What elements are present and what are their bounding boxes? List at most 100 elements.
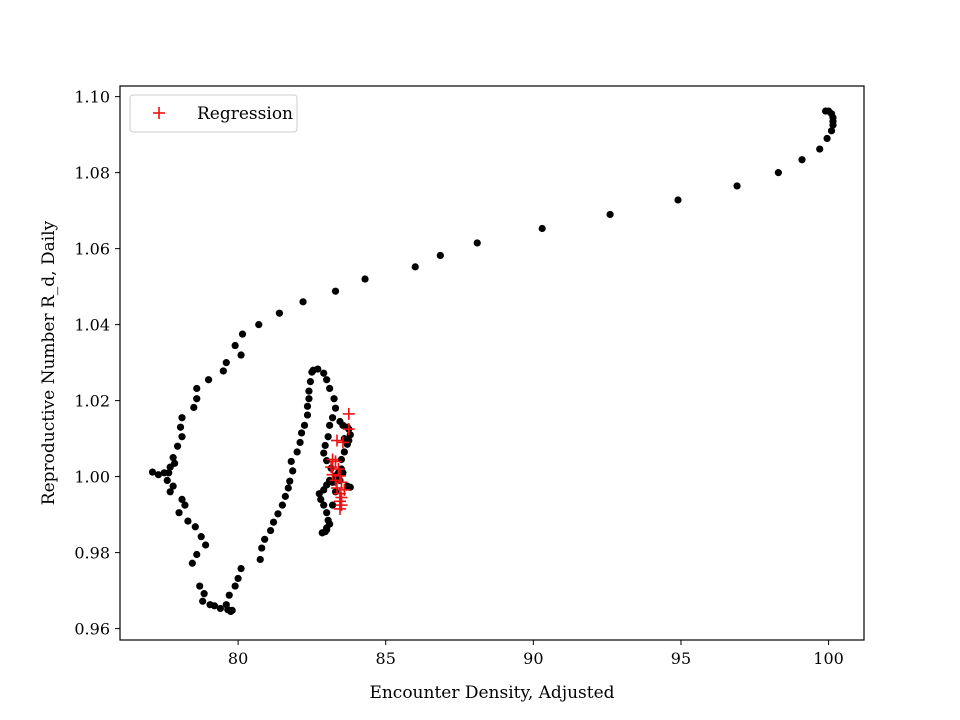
data-point — [255, 321, 263, 329]
y-tick-label: 0.98 — [74, 544, 110, 563]
data-point — [674, 196, 682, 204]
y-tick-label: 1.02 — [74, 392, 110, 411]
x-tick-label: 80 — [228, 649, 248, 668]
plot-frame — [119, 85, 865, 641]
data-point — [204, 376, 213, 384]
data-point — [323, 376, 331, 384]
data-point — [281, 492, 289, 500]
data-point — [436, 251, 444, 260]
regression-point — [325, 461, 338, 474]
y-tick-label: 1.08 — [74, 164, 110, 183]
data-point — [336, 417, 344, 426]
y-tick-label: 1.06 — [74, 240, 110, 259]
data-point — [323, 457, 331, 465]
x-tick-label: 85 — [376, 649, 396, 668]
series-regression-points — [325, 407, 355, 515]
data-point — [331, 404, 340, 412]
data-point — [178, 433, 186, 441]
data-point — [258, 544, 266, 552]
data-point — [227, 607, 235, 616]
y-tick-label: 1.04 — [74, 316, 110, 335]
y-tick-label: 1.00 — [74, 468, 110, 487]
data-point — [823, 134, 831, 143]
x-tick-label: 90 — [523, 649, 543, 668]
x-axis-ticks: 80 85 90 95 100 — [228, 640, 844, 668]
legend-label-regression: Regression — [197, 104, 293, 124]
data-point — [178, 414, 186, 422]
regression-point — [331, 482, 343, 495]
data-point — [163, 476, 171, 485]
data-point — [234, 574, 242, 583]
data-point — [190, 403, 198, 412]
legend-marker-regression — [153, 107, 165, 119]
data-point — [299, 298, 307, 306]
data-point — [222, 359, 230, 367]
data-point — [237, 564, 245, 573]
data-point — [148, 468, 157, 476]
data-point — [238, 330, 247, 338]
data-point — [166, 463, 174, 471]
regression-point — [332, 463, 345, 476]
data-point — [326, 520, 334, 528]
data-point — [176, 423, 185, 431]
x-tick-label: 95 — [671, 649, 691, 668]
data-point — [303, 411, 312, 419]
data-point — [275, 309, 284, 317]
data-point — [297, 429, 306, 437]
data-point — [320, 449, 328, 457]
data-point — [197, 533, 205, 541]
data-point — [328, 414, 337, 422]
data-point — [160, 469, 168, 477]
regression-point — [336, 436, 349, 449]
y-axis-label: Reproductive Number R_d, Daily — [39, 220, 59, 505]
y-tick-label: 0.96 — [74, 620, 110, 639]
data-point — [339, 469, 347, 477]
data-point — [827, 127, 836, 135]
data-point — [286, 477, 294, 485]
y-axis-ticks: 0.96 0.98 1.00 1.02 1.04 1.06 1.08 1.10 — [74, 88, 120, 639]
data-point — [323, 526, 331, 534]
data-point — [606, 210, 614, 219]
data-point — [175, 509, 183, 517]
data-point — [193, 384, 201, 393]
data-point — [320, 501, 328, 509]
legend-box — [129, 94, 298, 133]
data-point — [266, 526, 275, 535]
data-point — [199, 597, 207, 605]
data-point — [154, 471, 162, 479]
data-point — [321, 441, 329, 450]
x-axis-label: Encounter Density, Adjusted — [369, 683, 614, 703]
data-point — [178, 495, 186, 504]
data-point — [231, 341, 239, 350]
data-point — [181, 501, 189, 509]
data-point — [166, 488, 174, 496]
regression-point — [326, 468, 339, 481]
data-point — [340, 448, 348, 456]
data-point — [289, 467, 297, 475]
regression-point — [333, 502, 346, 515]
data-point — [324, 433, 332, 441]
data-point — [829, 121, 837, 129]
data-point — [317, 495, 325, 504]
data-point — [173, 442, 182, 450]
data-point — [822, 107, 830, 115]
legend: Regression — [129, 94, 298, 133]
data-point — [538, 224, 546, 233]
data-point — [237, 351, 245, 359]
data-point — [303, 402, 312, 410]
data-point — [169, 482, 177, 490]
data-point — [296, 438, 304, 447]
data-point — [184, 517, 192, 525]
data-point — [346, 483, 354, 491]
data-point — [200, 590, 208, 598]
data-point — [331, 287, 340, 295]
data-point — [219, 367, 227, 375]
regression-point — [326, 453, 339, 466]
data-point — [305, 387, 313, 395]
data-point — [269, 518, 278, 526]
data-point — [256, 555, 264, 564]
data-point — [305, 395, 313, 403]
data-point — [306, 378, 315, 386]
data-point — [188, 559, 196, 567]
